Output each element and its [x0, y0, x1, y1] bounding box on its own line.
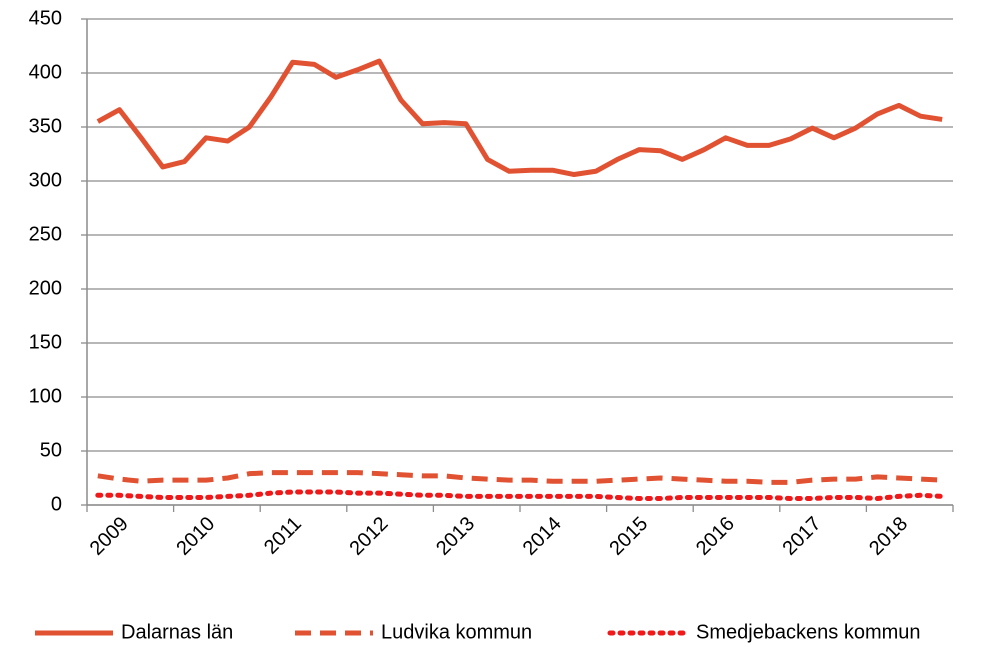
y-tick-label: 150 [29, 331, 62, 353]
y-tick-label: 450 [29, 7, 62, 29]
x-tick-label: 2018 [865, 513, 912, 560]
y-tick-label: 400 [29, 61, 62, 83]
x-tick-label: 2014 [519, 513, 566, 560]
series-line [96, 58, 943, 178]
x-tick-label: 2017 [779, 513, 826, 560]
x-tick-label: 2011 [260, 513, 306, 559]
x-tick-label: 2015 [605, 513, 652, 560]
y-tick-label: 50 [40, 439, 62, 461]
y-tick-label: 250 [29, 223, 62, 245]
x-tick-label: 2013 [432, 513, 479, 560]
legend-label: Dalarnas län [121, 621, 233, 643]
y-tick-label: 100 [29, 385, 62, 407]
x-tick-label: 2009 [86, 513, 133, 560]
y-tick-label: 350 [29, 115, 62, 137]
y-tick-label: 0 [51, 493, 62, 515]
x-tick-label: 2010 [172, 513, 219, 560]
series-line [97, 470, 943, 485]
y-tick-label: 300 [29, 169, 62, 191]
legend-label: Smedjebackens kommun [696, 621, 921, 643]
y-tick-label: 200 [29, 277, 62, 299]
x-tick-label: 2016 [692, 513, 739, 560]
legend-label: Ludvika kommun [381, 621, 532, 643]
series-line [95, 489, 945, 502]
x-tick-label: 2012 [346, 513, 393, 560]
